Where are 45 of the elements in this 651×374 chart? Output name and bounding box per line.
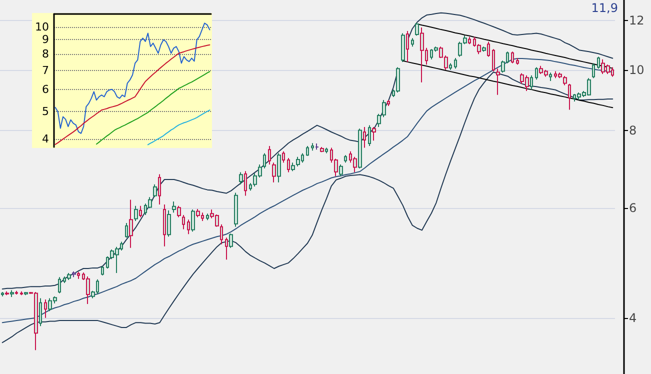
line-series	[402, 60, 614, 108]
candlestick	[401, 32, 405, 62]
candlestick	[344, 154, 347, 164]
y-tick-label: 5	[42, 105, 49, 118]
line-series	[54, 22, 210, 134]
line-series	[416, 24, 614, 69]
candlestick	[511, 51, 514, 64]
y-tick-label: 10	[34, 20, 49, 34]
y-tick-label: 9	[42, 33, 49, 46]
candlestick	[592, 62, 595, 79]
y-tick-label: 4	[42, 132, 49, 146]
y-tick-label: 6	[42, 82, 49, 96]
candlestick	[454, 58, 457, 70]
y-tick-label: 4	[629, 310, 637, 325]
candlestick	[134, 205, 138, 222]
candlestick	[315, 142, 319, 150]
candlestick	[411, 38, 414, 48]
candlestick	[306, 145, 309, 156]
candlestick	[396, 66, 400, 93]
candlestick	[296, 156, 300, 167]
candlestick	[182, 214, 185, 230]
candlestick	[101, 266, 104, 276]
annotation: 11,9	[591, 1, 618, 15]
y-tick-label: 10	[629, 62, 644, 77]
candlestick	[220, 224, 223, 245]
candlestick	[268, 145, 271, 166]
candlestick	[129, 199, 133, 248]
candlestick	[568, 83, 571, 110]
candlestick	[72, 270, 76, 278]
candlestick	[516, 58, 519, 66]
y-tick-label: 8	[42, 48, 49, 61]
y-tick-label: 12	[629, 14, 644, 28]
y-tick-label: 6	[629, 201, 637, 216]
candlestick	[492, 48, 495, 72]
line-series	[54, 44, 210, 145]
candlestick	[67, 272, 71, 281]
line-series	[147, 110, 210, 146]
line-series	[96, 71, 210, 145]
candlestick	[234, 192, 238, 228]
candlestick	[320, 146, 324, 153]
y-tick-label: 8	[629, 123, 637, 138]
candlestick	[291, 162, 295, 172]
y-tick-label: 7	[42, 64, 49, 78]
candlestick	[311, 142, 314, 152]
candlestick	[58, 276, 61, 294]
